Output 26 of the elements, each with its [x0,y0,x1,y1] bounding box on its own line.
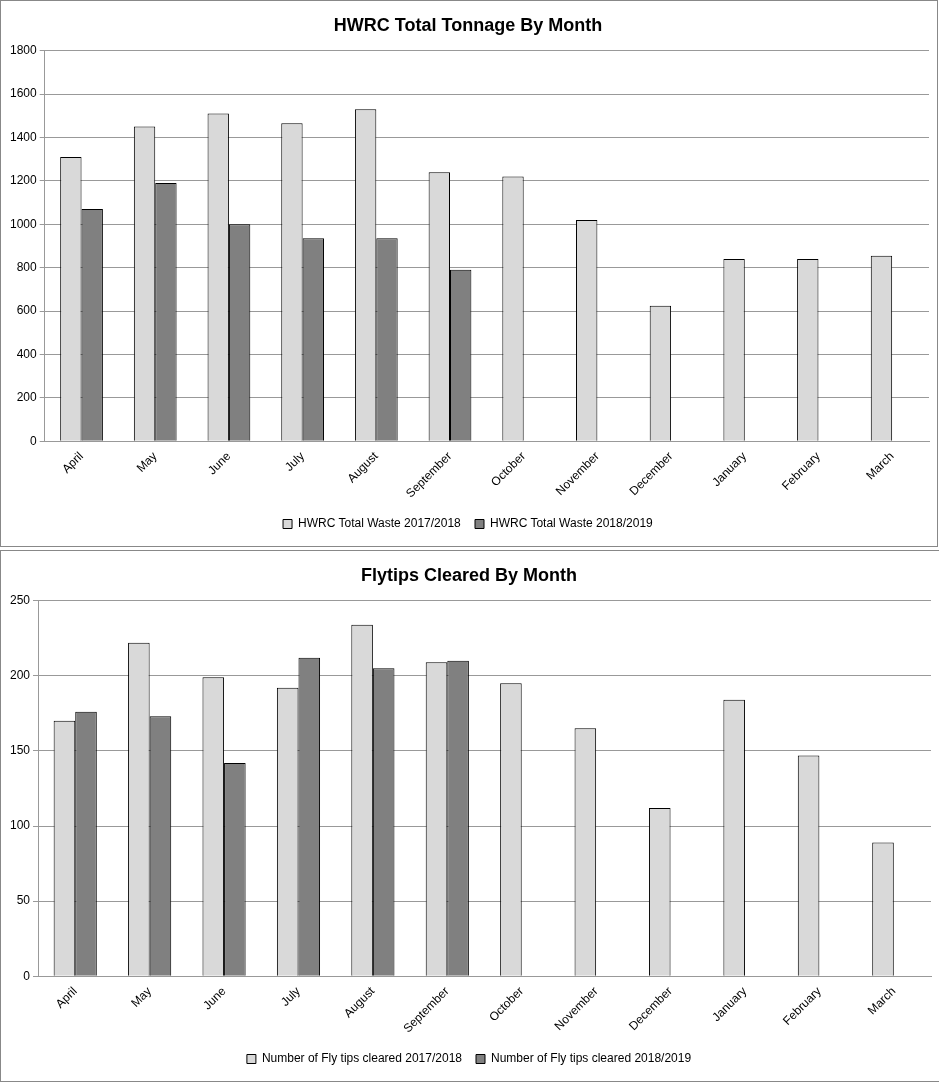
x-tick-label: July [282,448,308,474]
y-tick-label: 800 [16,259,38,274]
y-tick-label: 1600 [9,86,38,101]
y-tick-label: 250 [9,592,31,607]
y-tick-label: 200 [16,390,38,405]
y-tick-label: 100 [9,818,31,833]
legend-label: HWRC Total Waste 2018/2019 [490,516,654,531]
y-tick-label: 150 [9,743,31,758]
legend-label: Number of Fly tips cleared 2017/2018 [261,1051,463,1066]
y-tick-label: 1200 [9,173,38,188]
y-tick-label: 1400 [9,129,38,144]
y-tick-label: 400 [16,346,38,361]
y-tick-label: 50 [16,893,31,908]
legend-label: HWRC Total Waste 2017/2018 [298,516,462,531]
y-tick-label: 200 [9,668,31,683]
x-tick-label: July [277,983,303,1009]
y-tick-label: 1800 [9,42,38,57]
chart-title: Flytips Cleared By Month [360,564,578,585]
y-tick-label: 0 [23,968,31,983]
chart-title: HWRC Total Tonnage By Month [333,14,603,35]
y-tick-label: 600 [16,303,38,318]
y-tick-label: 1000 [9,216,38,231]
y-tick-label: 0 [30,433,38,448]
x-tick-label: May [133,448,160,475]
legend-label: Number of Fly tips cleared 2018/2019 [491,1051,692,1066]
x-tick-label: May [128,983,155,1010]
